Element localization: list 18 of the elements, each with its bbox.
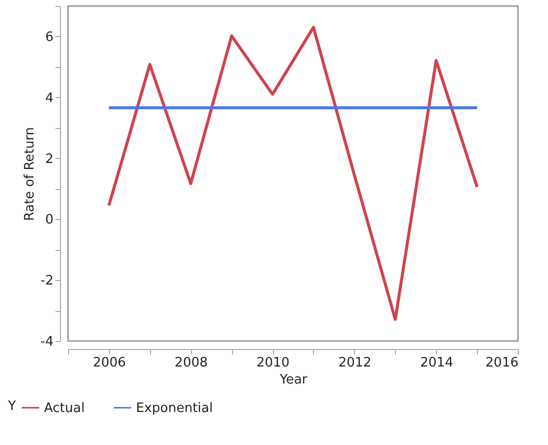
y-tick-label: -2: [40, 274, 54, 289]
line-series: [107, 26, 479, 321]
x-tick-label: 2006: [92, 356, 126, 370]
y-axis-title: Rate of Return: [22, 127, 38, 221]
y-tick-label: 2: [45, 152, 54, 167]
x-tick-label: 2014: [420, 356, 454, 370]
x-axis-title: Year: [278, 372, 308, 388]
y-tick-label: -4: [40, 334, 54, 350]
legend-title: Y: [7, 399, 16, 414]
x-tick-label: 2008: [174, 356, 208, 370]
y-tick-label: 0: [45, 212, 54, 228]
x-tick-label: 2012: [338, 356, 372, 370]
x-tick-label: 2010: [256, 356, 290, 370]
x-tick-label: 2016: [485, 356, 518, 370]
legend-label: Exponential: [136, 400, 213, 416]
legend-label: Actual: [44, 400, 85, 416]
y-tick-label: 4: [45, 90, 54, 106]
y-tick-label: 6: [45, 30, 54, 45]
